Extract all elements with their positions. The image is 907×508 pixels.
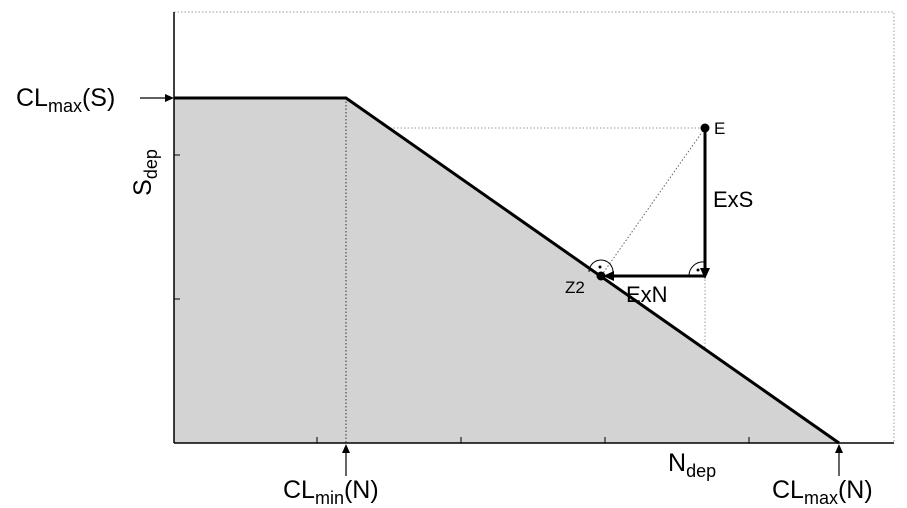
- cl-max-n-arrowhead: [835, 444, 843, 453]
- exn-label: ExN: [626, 282, 668, 307]
- cl-max-n-sub: max: [803, 487, 838, 508]
- exs-arrowhead: [700, 268, 710, 279]
- cl-max-s-arrowhead: [165, 94, 174, 102]
- cl-min-n-sub: min: [314, 487, 344, 508]
- right-angle-dot-e: [696, 268, 700, 272]
- s-dep-sub: dep: [140, 149, 161, 180]
- right-angle-dot-z2: [598, 265, 602, 269]
- boundary-line: [174, 96, 840, 445]
- shaded-region: [174, 98, 839, 443]
- exn-arrowhead: [603, 271, 614, 281]
- exs-label: ExS: [713, 187, 754, 212]
- point-z2-label: Z2: [565, 278, 585, 297]
- right-angle-marker-e: [688, 261, 706, 277]
- e-z2-diagonal-guide: [600, 127, 706, 277]
- cl-max-s-label: CLmax(S): [16, 84, 116, 115]
- s-dep-axis-label: Sdep: [128, 149, 161, 196]
- right-angle-marker-z2: [588, 259, 614, 273]
- cl-min-n-base: CL: [283, 476, 315, 504]
- point-e-marker: [700, 123, 710, 133]
- point-e-label: E: [714, 119, 726, 138]
- cl-max-s-sub: max: [47, 95, 82, 116]
- cl-max-n-base: CL: [772, 476, 804, 504]
- cl-max-n-tail: (N): [837, 476, 873, 504]
- cl-max-s-tail: (S): [81, 84, 116, 112]
- cl-min-n-label: CLmin(N): [283, 476, 379, 507]
- n-dep-base: N: [668, 449, 687, 477]
- cl-min-n-arrowhead: [342, 444, 350, 453]
- n-dep-axis-label: Ndep: [668, 449, 716, 480]
- cl-max-n-label: CLmax(N): [772, 476, 873, 507]
- cl-min-n-tail: (N): [343, 476, 379, 504]
- s-dep-base: S: [128, 179, 157, 196]
- n-dep-sub: dep: [686, 460, 717, 481]
- cl-max-s-base: CL: [16, 84, 48, 112]
- point-z2-marker: [596, 271, 606, 281]
